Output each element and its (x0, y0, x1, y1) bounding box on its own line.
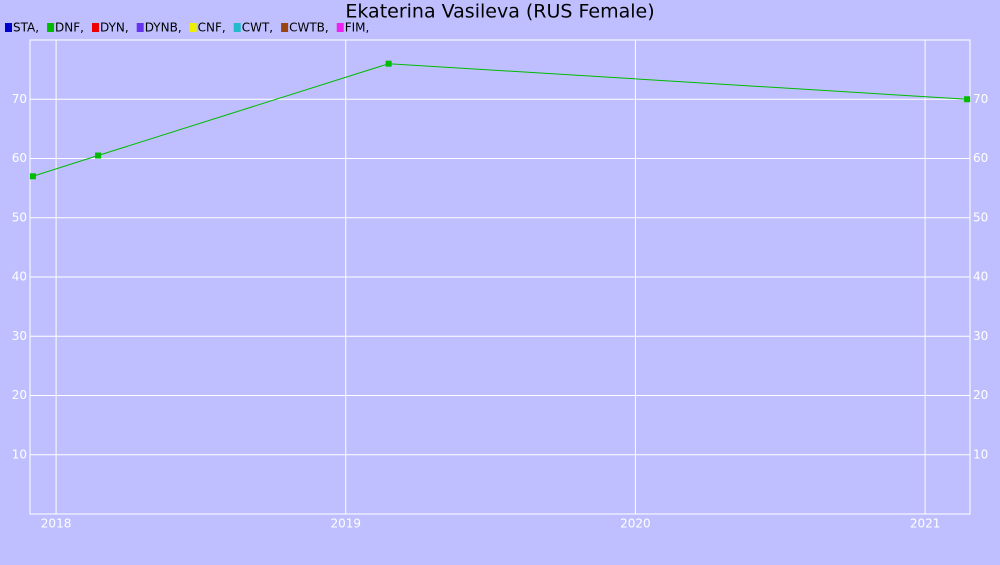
y2-tick-label: 60 (973, 151, 988, 165)
legend-label: CWT, (242, 21, 273, 35)
legend-swatch (91, 23, 99, 32)
x-tick-label: 2020 (620, 517, 651, 531)
y2-tick-label: 20 (973, 388, 988, 402)
legend-label: STA, (13, 21, 39, 35)
data-point (385, 60, 392, 67)
legend-swatch (136, 23, 144, 32)
y2-tick-label: 30 (973, 329, 988, 343)
y-tick-label: 50 (12, 210, 27, 224)
legend-swatch (336, 23, 344, 32)
legend-swatch (281, 23, 289, 32)
y-tick-label: 40 (12, 270, 27, 284)
x-tick-label: 2021 (910, 517, 941, 531)
legend-label: DYNB, (145, 21, 182, 35)
data-point (29, 173, 36, 180)
series-line (32, 63, 968, 177)
legend-swatch (47, 23, 55, 32)
legend-swatch (189, 23, 197, 32)
data-point (95, 152, 102, 159)
y-tick-label: 20 (12, 388, 27, 402)
legend-swatch (233, 23, 241, 32)
legend-label: DNF, (55, 21, 84, 35)
x-tick-label: 2019 (330, 517, 361, 531)
legend-label: DYN, (100, 21, 129, 35)
y-tick-label: 60 (12, 151, 27, 165)
legend-label: FIM, (345, 21, 370, 35)
x-tick-label: 2018 (41, 517, 72, 531)
chart-title: Ekaterina Vasileva (RUS Female) (345, 1, 654, 23)
y-tick-label: 30 (12, 329, 27, 343)
y2-tick-label: 40 (973, 270, 988, 284)
legend-label: CWTB, (289, 21, 329, 35)
y-tick-label: 10 (12, 447, 27, 461)
y2-tick-label: 70 (973, 92, 988, 106)
y2-tick-label: 10 (973, 447, 988, 461)
legend-label: CNF, (198, 21, 226, 35)
legend-swatch (5, 23, 12, 32)
y-tick-label: 70 (12, 92, 27, 106)
data-point (964, 96, 971, 103)
y2-tick-label: 50 (973, 210, 988, 224)
